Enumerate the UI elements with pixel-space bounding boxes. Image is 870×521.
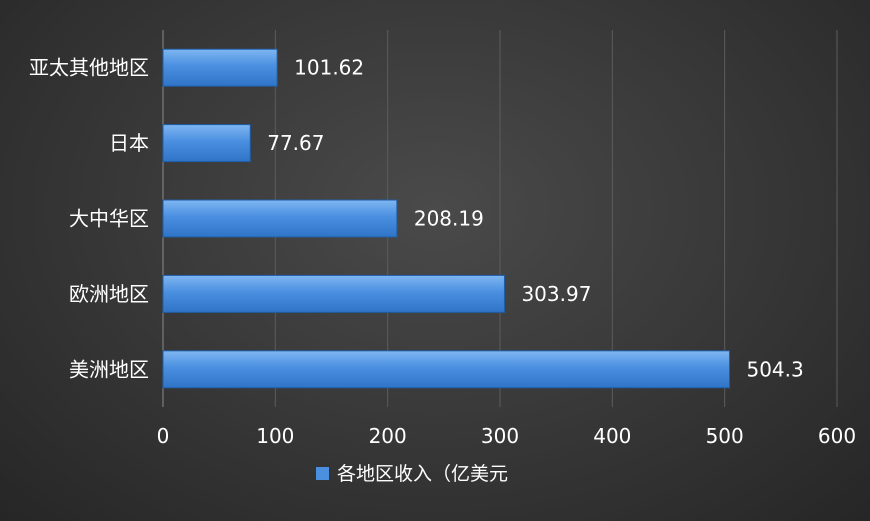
bar: [162, 274, 505, 313]
x-tick-label: 400: [593, 424, 631, 448]
x-tick-label: 300: [481, 424, 519, 448]
category-label: 大中华区: [69, 207, 149, 231]
category-label: 日本: [109, 131, 149, 155]
x-tick-label: 100: [256, 424, 294, 448]
category-label: 欧洲地区: [69, 282, 149, 306]
x-tick-label: 500: [706, 424, 744, 448]
category-label: 亚太其他地区: [29, 56, 149, 80]
data-label: 303.97: [521, 282, 591, 306]
bar: [162, 48, 278, 87]
data-label: 101.62: [294, 56, 364, 80]
legend-swatch: [316, 467, 329, 480]
legend: 各地区收入（亿美元: [316, 463, 508, 485]
x-tick-label: 200: [369, 424, 407, 448]
data-label: 77.67: [267, 131, 324, 155]
bar: [162, 199, 398, 238]
data-label: 208.19: [414, 207, 484, 231]
data-label: 504.3: [746, 357, 803, 381]
x-tick-label: 600: [818, 424, 856, 448]
x-tick-label: 0: [157, 424, 170, 448]
category-label: 美洲地区: [69, 357, 149, 381]
bar: [162, 350, 730, 389]
labels: 0 100 200 300 400 500 600 亚太其他地区 101.62 日本 77.67 大中…: [29, 56, 856, 448]
bar: [162, 124, 251, 163]
legend-label: 各地区收入（亿美元: [337, 463, 508, 485]
bars: [162, 48, 730, 389]
